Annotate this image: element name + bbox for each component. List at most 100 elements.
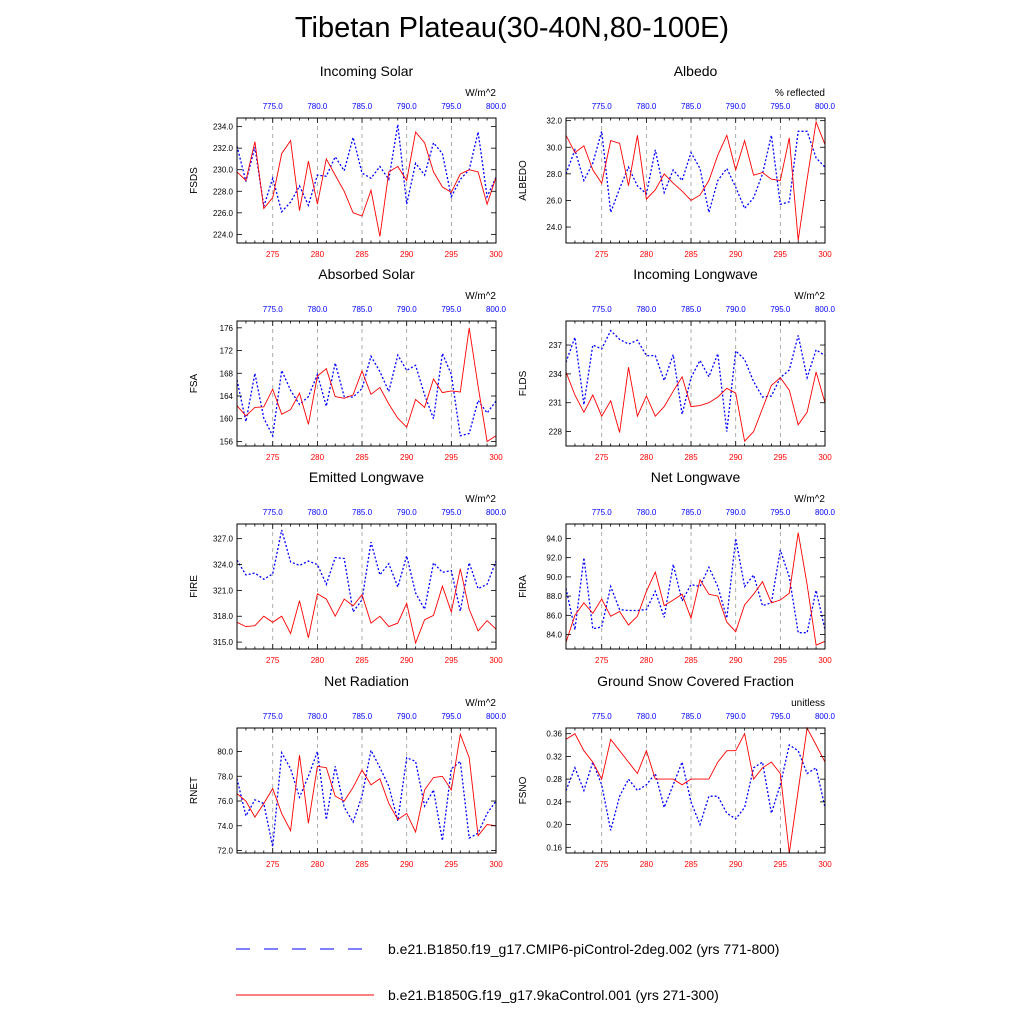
x-tick-label-top: 780.0: [307, 102, 328, 111]
x-tick-label: 295: [774, 860, 788, 869]
series-line-exp: [236, 130, 497, 237]
x-tick-label: 280: [640, 860, 654, 869]
page-title: Tibetan Plateau(30-40N,80-100E): [294, 12, 730, 44]
y-tick-label: 0.20: [546, 821, 562, 830]
y-tick-label: 0.28: [546, 775, 562, 784]
panel-units: unitless: [791, 698, 825, 709]
x-tick-label: 295: [445, 250, 459, 259]
x-tick-label: 290: [400, 860, 414, 869]
x-tick-label-top: 800.0: [815, 712, 836, 721]
x-tick-label: 285: [355, 860, 369, 869]
x-tick-label-top: 795.0: [441, 305, 462, 314]
panel-units: W/m^2: [465, 494, 496, 505]
x-tick-label: 290: [729, 453, 743, 462]
x-tick-label-top: 790.0: [726, 712, 747, 721]
x-tick-label: 280: [311, 453, 325, 462]
x-tick-label: 290: [400, 656, 414, 665]
y-tick-label: 94.0: [546, 534, 562, 543]
x-tick-label-top: 800.0: [815, 305, 836, 314]
y-axis-label: RNET: [189, 777, 200, 804]
x-tick-label: 285: [355, 453, 369, 462]
x-tick-label: 280: [640, 453, 654, 462]
panel-title: Absorbed Solar: [318, 266, 415, 282]
x-tick-label-top: 800.0: [486, 305, 507, 314]
y-tick-label: 32.0: [546, 117, 562, 126]
x-tick-label-top: 795.0: [441, 508, 462, 517]
plot-frame: [236, 320, 497, 447]
x-tick-label: 280: [640, 656, 654, 665]
panel-units: W/m^2: [794, 291, 825, 302]
y-tick-label: 76.0: [217, 797, 233, 806]
chart-panel-fsds: Incoming Solar W/m^2 FSDS 275 280 285 290 295 30…: [189, 63, 507, 259]
y-tick-label: 28.0: [546, 170, 562, 179]
x-tick-label-top: 785.0: [352, 508, 373, 517]
x-tick-label-top: 795.0: [441, 102, 462, 111]
panel-units: W/m^2: [465, 291, 496, 302]
panel-title: Ground Snow Covered Fraction: [597, 673, 794, 689]
series-line-ctrl: [565, 329, 826, 432]
panel-units: % reflected: [775, 88, 825, 99]
y-tick-label: 0.32: [546, 752, 562, 761]
x-tick-label: 290: [400, 453, 414, 462]
x-tick-label-top: 800.0: [486, 508, 507, 517]
x-tick-label-top: 780.0: [307, 305, 328, 314]
x-tick-label-top: 800.0: [815, 102, 836, 111]
x-tick-label-top: 785.0: [681, 508, 702, 517]
panel-units: W/m^2: [465, 698, 496, 709]
x-tick-label: 300: [489, 860, 503, 869]
x-tick-label: 275: [595, 250, 609, 259]
legend-swatch-exp: [236, 994, 374, 996]
x-tick-label-top: 800.0: [815, 508, 836, 517]
x-tick-label-top: 775.0: [592, 712, 613, 721]
plot-frame: [236, 523, 497, 650]
chart-panel-fsno: Ground Snow Covered Fraction unitless FSNO…: [518, 673, 836, 869]
x-tick-label-top: 800.0: [486, 712, 507, 721]
y-tick-label: 156: [220, 437, 234, 446]
y-tick-label: 80.0: [217, 748, 233, 757]
plot-frame: [565, 523, 826, 650]
y-tick-label: 224.0: [213, 230, 234, 239]
x-tick-label-top: 785.0: [681, 712, 702, 721]
y-tick-label: 86.0: [546, 611, 562, 620]
chart-panel-rnet: Net Radiation W/m^2 RNET 275 280 285 290 295 300…: [189, 673, 507, 869]
x-tick-label: 285: [355, 656, 369, 665]
x-tick-label: 280: [640, 250, 654, 259]
x-tick-label-top: 790.0: [397, 305, 418, 314]
y-axis-label: FLDS: [518, 370, 529, 396]
y-tick-label: 0.36: [546, 730, 562, 739]
x-tick-label: 275: [595, 860, 609, 869]
chart-panel-albedo: Albedo % reflected ALBEDO 275 280 285 290 295 30…: [518, 63, 836, 259]
y-tick-label: 176: [220, 324, 234, 333]
x-tick-label-top: 780.0: [636, 102, 657, 111]
y-tick-label: 78.0: [217, 772, 233, 781]
x-tick-label: 285: [684, 453, 698, 462]
series-line-exp: [236, 732, 497, 837]
x-tick-label: 275: [266, 453, 280, 462]
x-tick-label: 295: [774, 656, 788, 665]
y-tick-label: 232.0: [213, 144, 234, 153]
y-tick-label: 90.0: [546, 573, 562, 582]
series-line-ctrl: [565, 743, 826, 831]
y-axis-label: FSDS: [189, 167, 200, 194]
x-tick-label-top: 780.0: [307, 712, 328, 721]
x-tick-label-top: 785.0: [352, 305, 373, 314]
series-line-ctrl: [236, 350, 497, 438]
x-tick-label: 275: [266, 250, 280, 259]
x-tick-label: 290: [729, 656, 743, 665]
y-tick-label: 315.0: [213, 638, 234, 647]
series-line-ctrl: [236, 748, 497, 847]
series-line-ctrl: [236, 529, 497, 614]
y-tick-label: 72.0: [217, 847, 233, 856]
x-tick-label: 290: [729, 250, 743, 259]
x-tick-label-top: 795.0: [770, 305, 791, 314]
x-tick-label-top: 775.0: [263, 712, 284, 721]
x-tick-label: 290: [400, 250, 414, 259]
series-line-exp: [236, 568, 497, 645]
x-tick-label-top: 800.0: [486, 102, 507, 111]
series-line-exp: [236, 327, 497, 443]
x-tick-label-top: 775.0: [263, 508, 284, 517]
x-tick-label-top: 790.0: [726, 305, 747, 314]
panel-title: Emitted Longwave: [309, 469, 424, 485]
y-tick-label: 321.0: [213, 586, 234, 595]
x-tick-label: 295: [445, 860, 459, 869]
